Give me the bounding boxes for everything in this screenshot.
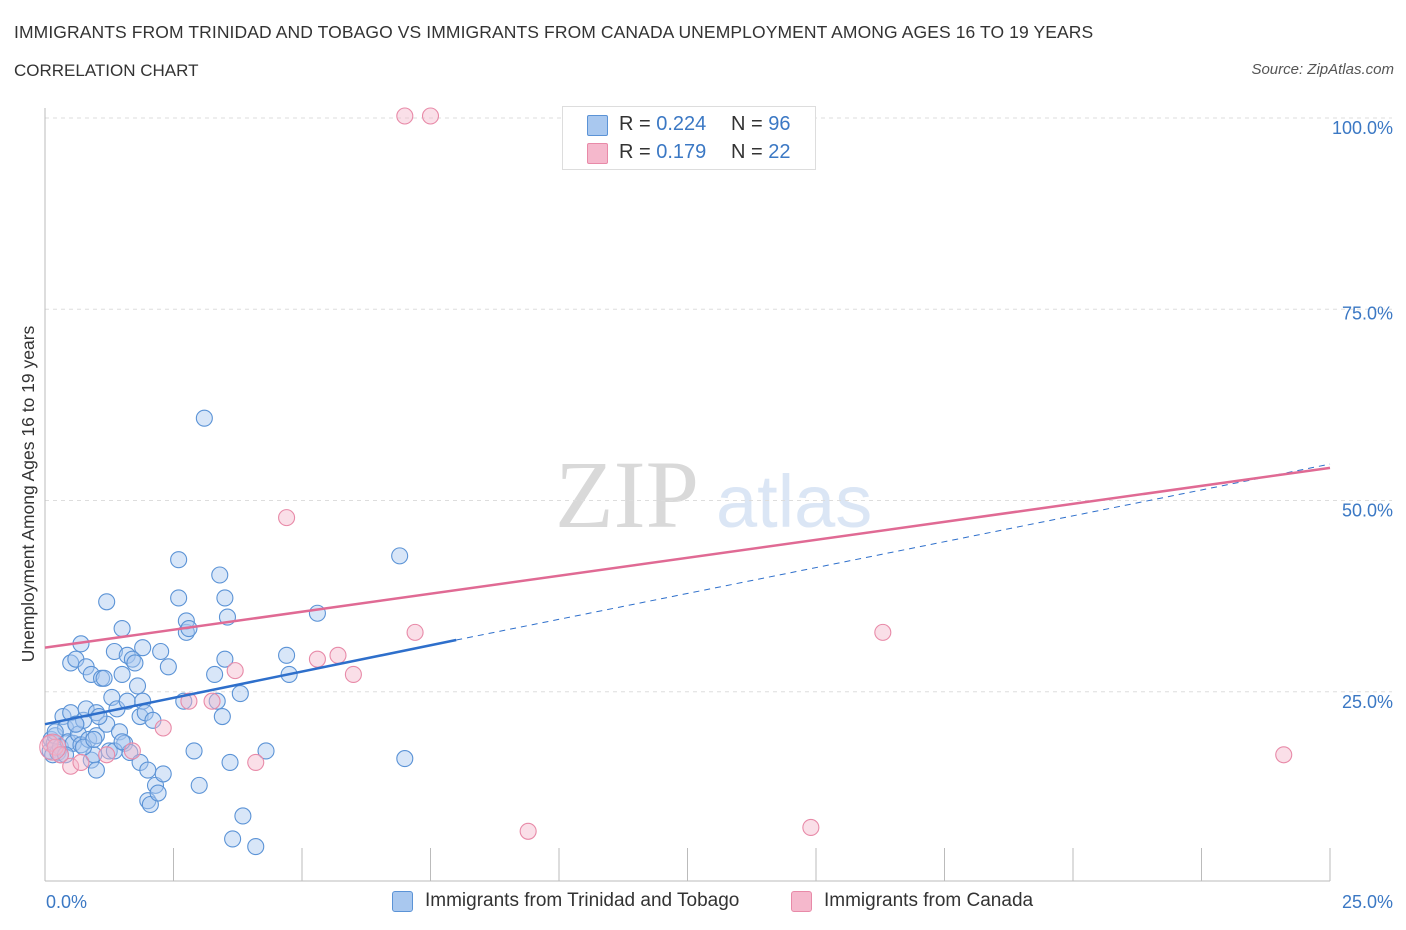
data-point-canada: [278, 509, 296, 527]
legend-bottom: Immigrants from Trinidad and Tobago Immi…: [0, 888, 1406, 918]
y-tick-label: 50.0%: [1342, 501, 1393, 521]
data-point-trinidad: [257, 742, 275, 760]
data-point-canada: [203, 692, 221, 710]
grid-lines: [45, 117, 1392, 693]
data-point-trinidad: [231, 685, 249, 703]
watermark-atlas: atlas: [716, 460, 872, 543]
legend-r-trinidad: R = 0.224: [619, 113, 707, 135]
data-point-canada: [98, 746, 116, 764]
data-point-trinidad: [195, 409, 213, 427]
data-point-canada: [329, 646, 347, 664]
legend-swatch-trinidad: [392, 891, 413, 912]
data-point-trinidad: [87, 761, 105, 779]
data-point-trinidad: [139, 761, 157, 779]
trend-line-trinidad-extension: [456, 463, 1331, 641]
data-point-trinidad: [82, 665, 100, 684]
x-tick-label: 25.0%: [1342, 892, 1393, 912]
legend-swatch-canada: [791, 891, 812, 912]
data-point-canada: [396, 107, 414, 125]
chart-subtitle: CORRELATION CHART: [14, 61, 199, 80]
x-tick-label: 0.0%: [46, 892, 87, 912]
data-point-trinidad: [85, 730, 103, 749]
data-point-trinidad: [185, 742, 203, 760]
legend-swatch-canada: [587, 143, 608, 164]
data-point-trinidad: [105, 642, 123, 661]
data-point-trinidad: [396, 750, 414, 768]
data-point-trinidad: [190, 776, 208, 794]
data-point-trinidad: [149, 784, 167, 802]
legend-r-canada: R = 0.179: [619, 141, 707, 163]
data-point-canada: [1275, 746, 1293, 764]
data-point-trinidad: [67, 715, 85, 733]
trend-line-canada: [44, 466, 1331, 649]
data-point-canada: [344, 665, 362, 684]
data-point-trinidad: [247, 838, 265, 856]
legend-n-canada: N = 22: [731, 141, 791, 163]
data-point-trinidad: [128, 677, 147, 695]
data-point-trinidad: [208, 692, 226, 710]
data-point-trinidad: [126, 654, 144, 672]
data-point-trinidad: [216, 589, 234, 607]
source-credit: Source: ZipAtlas.com: [1251, 61, 1394, 78]
data-point-canada: [406, 623, 424, 641]
y-tick-label: 75.0%: [1342, 303, 1393, 323]
data-point-canada: [62, 757, 80, 775]
data-point-canada: [874, 623, 892, 641]
legend-label-canada: Immigrants from Canada: [824, 890, 1034, 911]
data-point-trinidad: [213, 707, 231, 726]
legend-label-trinidad: Immigrants from Trinidad and Tobago: [425, 890, 740, 911]
data-point-trinidad: [113, 665, 131, 684]
y-tick-labels: 100.0% 75.0% 50.0% 25.0%: [1332, 118, 1393, 712]
data-point-canada: [308, 650, 326, 668]
trend-lines: [44, 463, 1331, 726]
data-point-trinidad: [154, 765, 172, 783]
data-point-canada: [154, 719, 172, 737]
data-point-canada: [421, 107, 440, 125]
data-point-trinidad: [170, 551, 188, 569]
data-point-trinidad: [234, 807, 252, 825]
x-tick-labels: 0.0% 25.0%: [46, 892, 1393, 912]
data-point-trinidad: [211, 566, 229, 584]
data-point-trinidad: [134, 639, 152, 657]
legend-top: R = 0.224 N = 96 R = 0.179 N = 22: [562, 106, 816, 170]
data-point-trinidad: [98, 593, 116, 611]
series-trinidad-points: [41, 409, 414, 856]
data-point-trinidad: [159, 658, 177, 676]
data-point-trinidad: [391, 547, 409, 565]
watermark-zip: ZIP: [555, 441, 699, 548]
data-point-canada: [51, 746, 69, 764]
y-tick-label: 100.0%: [1332, 118, 1393, 138]
data-point-trinidad: [278, 646, 296, 664]
data-point-canada: [226, 662, 244, 680]
y-axis-label: Unemployment Among Ages 16 to 19 years: [18, 325, 38, 662]
y-tick-label: 25.0%: [1342, 692, 1393, 712]
data-point-trinidad: [152, 642, 170, 661]
watermark: ZIP atlas: [555, 441, 872, 548]
data-point-canada: [247, 753, 265, 771]
data-point-canada: [519, 822, 537, 840]
data-point-canada: [123, 742, 141, 760]
data-point-canada: [802, 818, 820, 837]
data-point-trinidad: [216, 650, 234, 668]
data-point-trinidad: [206, 665, 224, 684]
chart-title: IMMIGRANTS FROM TRINIDAD AND TOBAGO VS I…: [14, 22, 1094, 42]
trend-line-trinidad: [44, 638, 457, 726]
data-point-canada: [180, 692, 198, 710]
data-point-trinidad: [224, 830, 242, 848]
data-point-canada: [72, 753, 90, 771]
data-point-trinidad: [113, 619, 131, 638]
data-point-trinidad: [221, 753, 239, 771]
data-point-canada: [39, 733, 67, 761]
data-point-trinidad: [95, 669, 113, 687]
data-point-trinidad: [118, 692, 136, 710]
legend-n-trinidad: N = 96: [731, 113, 791, 135]
legend-swatch-trinidad: [587, 115, 608, 136]
data-point-trinidad: [170, 589, 188, 607]
